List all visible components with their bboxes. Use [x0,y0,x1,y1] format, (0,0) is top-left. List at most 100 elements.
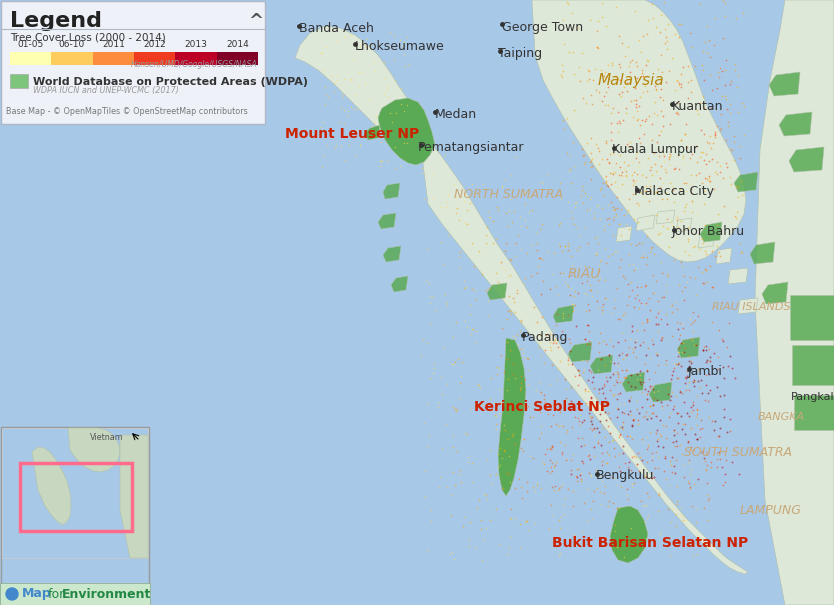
Point [675,388,688,398]
Point [579,188,592,198]
Point [700,355,713,365]
Point [723,172,736,182]
Point [663,119,676,128]
Point [448,358,461,367]
Point [594,255,607,265]
Point [457,521,470,531]
Point [597,379,610,388]
Point [649,85,662,94]
Point [604,336,617,345]
Point [599,393,612,402]
Point [656,67,669,76]
Point [711,462,724,472]
Point [704,462,717,472]
Point [545,510,559,520]
Point [565,422,579,432]
Point [641,386,654,396]
Point [625,327,638,336]
Point [609,204,622,214]
Point [728,59,741,69]
Point [647,108,661,118]
Point [629,264,642,273]
Point [620,208,634,218]
Point [540,402,554,412]
Point [666,299,679,309]
Point [480,523,493,532]
Point [538,394,551,404]
Point [618,352,631,362]
Point [633,295,646,305]
Point [712,73,726,82]
Point [418,466,431,476]
Point [449,192,462,202]
Point [670,232,683,241]
Point [706,283,720,292]
Point [704,175,717,185]
Point [592,200,605,210]
Point [533,177,546,187]
Point [445,359,459,369]
Point [620,139,634,149]
Point [582,263,595,272]
Point [686,243,700,252]
Point [674,79,687,88]
Point [700,345,713,355]
Point [599,399,612,408]
Point [593,384,606,394]
Point [689,517,702,527]
Point [644,165,657,175]
Point [484,373,497,383]
Point [574,470,587,480]
Point [713,167,726,177]
Point [393,34,406,44]
Point [666,453,679,462]
Point [682,356,696,365]
Point [590,424,604,433]
Point [520,223,533,232]
Point [448,180,461,189]
Text: Malacca City: Malacca City [634,186,714,198]
Point [681,437,695,446]
Point [514,221,527,231]
Point [492,449,505,459]
Point [465,459,479,468]
Point [654,27,667,36]
Point [641,488,654,498]
Point [640,318,653,327]
Point [653,306,666,316]
Point [683,372,696,382]
Point [598,244,611,253]
Point [672,344,686,353]
Text: Hansen/UMD/Google/USGS/NASA: Hansen/UMD/Google/USGS/NASA [131,60,258,69]
Point [627,265,641,275]
Point [671,373,685,382]
Point [696,345,710,355]
Point [556,16,570,25]
Point [683,411,696,421]
Point [515,244,528,254]
Text: Malaysia: Malaysia [598,73,665,88]
Polygon shape [295,26,422,155]
Point [631,290,644,300]
Point [420,244,434,254]
Point [633,238,646,248]
Point [577,364,590,373]
Point [645,448,658,457]
Point [503,306,516,316]
Point [492,364,505,373]
Point [646,384,660,394]
Point [701,460,714,469]
Point [501,221,515,231]
Point [663,178,676,188]
Point [514,519,527,529]
Point [526,482,540,491]
Point [504,255,517,264]
Point [715,334,728,344]
Point [316,117,329,127]
Point [600,258,613,268]
Point [655,257,668,267]
Point [490,268,503,278]
Point [641,315,654,325]
Point [679,247,692,257]
Point [672,280,686,290]
